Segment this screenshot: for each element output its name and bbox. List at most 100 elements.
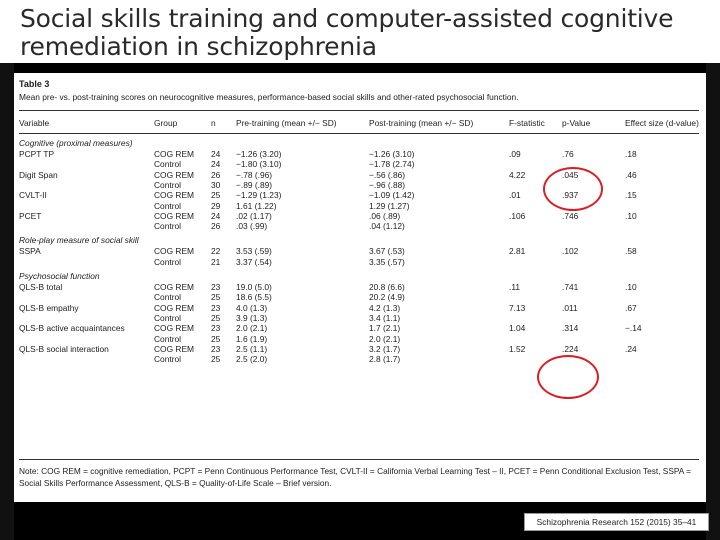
cell-post: −1.09 (1.42)	[369, 190, 415, 201]
cell-n: 21	[211, 256, 221, 267]
cell-post: 20.8 (6.6)	[369, 282, 405, 292]
cell-post: .04 (1.12)	[369, 221, 405, 232]
cell-pre: −1.80 (3.10)	[236, 159, 282, 170]
cell-post: 4.2 (1.3)	[369, 302, 401, 313]
cell-post: −.96 (.88)	[369, 179, 406, 190]
cell-f: .09	[509, 149, 521, 159]
cell-f: 1.52	[509, 343, 526, 354]
cell-pre: .02 (1.17)	[236, 210, 272, 221]
cell-variable: Digit Span	[19, 169, 58, 180]
cell-post: 2.0 (2.1)	[369, 333, 401, 344]
cell-pre: 18.6 (5.5)	[236, 292, 272, 303]
cell-variable: PCET	[19, 210, 42, 221]
column-header-post: Post-training (mean +/− SD)	[369, 118, 474, 128]
cell-group: Control	[154, 159, 181, 170]
cell-n: 25	[211, 292, 221, 303]
cell-d: .15	[625, 190, 637, 201]
cell-group: COG REM	[154, 246, 195, 257]
cell-group: Control	[154, 292, 181, 303]
cell-d: .10	[625, 282, 637, 292]
cell-f: 4.22	[509, 169, 526, 180]
cell-pre: 1.6 (1.9)	[236, 333, 268, 344]
cell-group: COG REM	[154, 169, 195, 180]
column-header-variable: Variable	[19, 118, 50, 128]
cell-pre: 3.9 (1.3)	[236, 312, 268, 323]
cell-variable: QLS-B empathy	[19, 302, 79, 313]
cell-n: 25	[211, 354, 221, 365]
cell-n: 23	[211, 343, 221, 354]
section-heading: Role-play measure of social skill	[19, 235, 139, 246]
cell-f: 7.13	[509, 302, 526, 313]
cell-pre: 2.0 (2.1)	[236, 323, 268, 334]
column-header-p: p-Value	[562, 118, 591, 128]
cell-group: Control	[154, 221, 181, 232]
cell-p: .011	[562, 302, 578, 313]
column-header-n: n	[211, 118, 216, 128]
cell-n: 25	[211, 312, 221, 323]
cell-n: 23	[211, 282, 221, 292]
cell-p: .102	[562, 246, 579, 257]
cell-d: −.14	[625, 323, 642, 334]
cell-group: Control	[154, 354, 181, 365]
cell-f: 1.04	[509, 323, 526, 334]
cell-pre: 19.0 (5.0)	[236, 282, 272, 292]
cell-n: 23	[211, 302, 221, 313]
cell-n: 25	[211, 333, 221, 344]
cell-n: 25	[211, 190, 221, 201]
cell-group: Control	[154, 333, 181, 344]
cell-group: COG REM	[154, 210, 195, 221]
citation: Schizophrenia Research 152 (2015) 35–41	[524, 513, 709, 531]
cell-post: 3.67 (.53)	[369, 246, 405, 257]
cell-post: 20.2 (4.9)	[369, 292, 405, 303]
cell-n: 29	[211, 200, 221, 211]
cell-group: Control	[154, 200, 181, 211]
cell-pre: 2.5 (1.1)	[236, 343, 268, 354]
cell-group: COG REM	[154, 343, 195, 354]
cell-variable: QLS-B social interaction	[19, 343, 109, 354]
cell-post: .06 (.89)	[369, 210, 401, 221]
cell-pre: 1.61 (1.22)	[236, 200, 277, 211]
table-label: Table 3	[19, 79, 50, 89]
cell-n: 24	[211, 149, 221, 159]
column-header-d: Effect size (d-value)	[625, 118, 699, 128]
cell-d: .10	[625, 210, 637, 221]
cell-p: .76	[562, 149, 574, 159]
cell-n: 22	[211, 246, 221, 257]
cell-p: .224	[562, 343, 579, 354]
header-rule	[19, 133, 699, 134]
cell-group: COG REM	[154, 190, 195, 201]
cell-pre: −.89 (.89)	[236, 179, 273, 190]
cell-variable: SSPA	[19, 246, 41, 257]
left-margin	[0, 63, 14, 540]
section-heading: Psychosocial function	[19, 271, 100, 281]
cell-variable: PCPT TP	[19, 149, 55, 159]
cell-f: .11	[509, 282, 521, 292]
table-note: Note: COG REM = cognitive remediation, P…	[19, 466, 692, 488]
column-header-pre: Pre-training (mean +/− SD)	[236, 118, 337, 128]
cell-n: 24	[211, 159, 221, 170]
cell-n: 26	[211, 221, 221, 232]
right-margin	[706, 63, 720, 540]
cell-post: −.56 (.86)	[369, 169, 406, 180]
cell-post: −1.78 (2.74)	[369, 159, 415, 170]
cell-f: .106	[509, 210, 526, 221]
cell-variable: QLS-B total	[19, 282, 63, 292]
column-header-f: F-statistic	[509, 118, 545, 128]
cell-group: Control	[154, 256, 181, 267]
cell-n: 26	[211, 169, 221, 180]
slide-header: Social skills training and computer-assi…	[0, 0, 720, 63]
slide-title: Social skills training and computer-assi…	[20, 4, 674, 61]
journal-table-excerpt: Table 3 Mean pre- vs. post-training scor…	[14, 73, 706, 502]
cell-d: .46	[625, 169, 637, 180]
cell-post: 2.8 (1.7)	[369, 354, 401, 365]
cell-group: Control	[154, 312, 181, 323]
cell-pre: .03 (.99)	[236, 221, 268, 232]
cell-post: 1.29 (1.27)	[369, 200, 410, 211]
cell-post: 3.2 (1.7)	[369, 343, 401, 354]
highlight-circle-qls-empathy	[537, 355, 599, 399]
cell-f: 2.81	[509, 246, 526, 257]
cell-post: 1.7 (2.1)	[369, 323, 401, 334]
cell-pre: −.78 (.96)	[236, 169, 273, 180]
cell-variable: QLS-B active acquaintances	[19, 323, 125, 334]
top-rule	[19, 110, 699, 111]
